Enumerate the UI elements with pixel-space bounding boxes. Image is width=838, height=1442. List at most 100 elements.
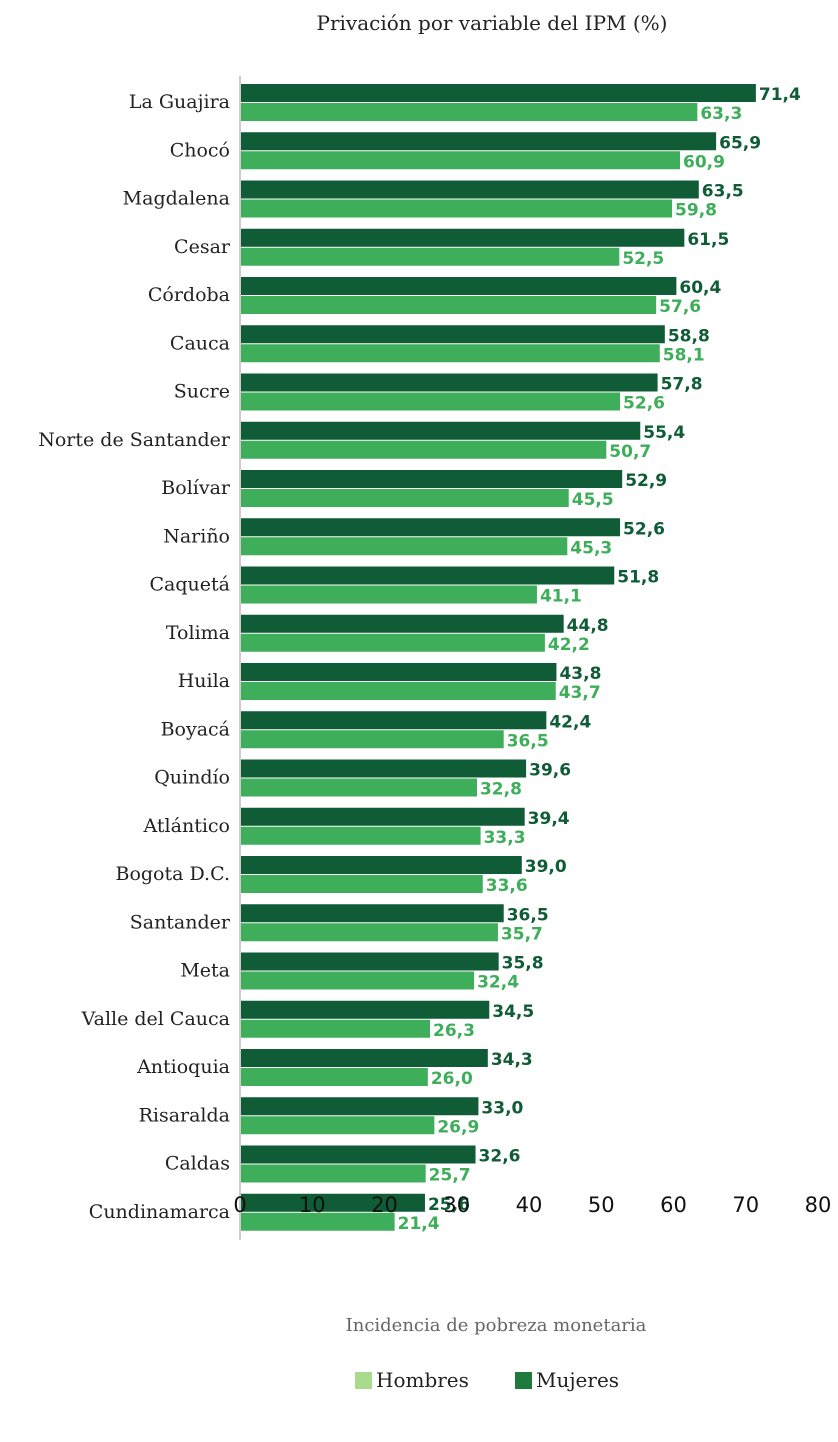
bar-hombres — [240, 826, 481, 845]
value-labels-group: 71,4 63,3 65,960,9 63,559,8 61,5 52,5 60,457,6… — [396, 84, 802, 1236]
bar-hombres — [240, 633, 545, 652]
value-label-hombres: 32,8 — [480, 780, 522, 800]
bar-hombres — [240, 103, 698, 121]
x-tick-label: 40 — [516, 1193, 543, 1217]
bar-hombres — [240, 971, 475, 990]
bar-hombres — [240, 682, 556, 700]
bar-hombres — [240, 247, 620, 266]
value-label-hombres: 33,3 — [484, 828, 526, 848]
bar-mujeres — [240, 277, 677, 295]
x-tick-label: 20 — [371, 1193, 398, 1217]
category-labels-group: La Guajira Chocó Magdalena Cesar Córdoba Cauc… — [38, 91, 231, 1223]
bar-mujeres — [240, 952, 499, 971]
legend-swatch-mujeres — [515, 1372, 532, 1389]
value-label-mujeres: 39,6 — [529, 761, 571, 781]
bar-hombres — [240, 1019, 431, 1038]
value-label-hombres: 52,6 — [623, 394, 665, 414]
x-tick-label: 70 — [732, 1193, 759, 1217]
category-label: Valle del Cauca — [81, 1008, 230, 1030]
bar-hombres — [240, 489, 569, 507]
value-label-mujeres: 33,0 — [481, 1098, 523, 1118]
category-label: Antioquia — [136, 1056, 230, 1078]
bar-mujeres — [240, 1000, 490, 1019]
bar-hombres — [240, 537, 568, 556]
x-tick-label: 80 — [805, 1193, 832, 1217]
value-label-hombres: 45,5 — [572, 490, 614, 510]
x-tick-label: 60 — [660, 1193, 687, 1217]
bar-mujeres — [240, 1097, 479, 1116]
bar-mujeres — [240, 228, 685, 247]
bar-mujeres — [240, 518, 621, 537]
bar-hombres — [240, 440, 607, 459]
value-label-hombres: 25,7 — [429, 1166, 471, 1186]
bar-hombres — [240, 344, 660, 363]
category-label: Caquetá — [150, 574, 230, 596]
value-label-mujeres: 43,8 — [559, 664, 601, 684]
bar-hombres — [240, 1212, 395, 1231]
value-label-mujeres: 65,9 — [719, 133, 761, 153]
bar-hombres — [240, 392, 621, 411]
value-label-mujeres: 60,4 — [679, 278, 721, 298]
value-label-mujeres: 55,4 — [643, 423, 685, 443]
value-label-mujeres: 32,6 — [479, 1147, 521, 1167]
bar-mujeres — [240, 325, 665, 344]
value-label-mujeres: 57,8 — [661, 375, 703, 395]
value-label-mujeres: 39,0 — [525, 857, 567, 877]
x-axis-label: Incidencia de pobreza monetaria — [346, 1315, 647, 1336]
value-label-mujeres: 35,8 — [502, 954, 544, 974]
chart-title: Privación por variable del IPM (%) — [317, 11, 668, 35]
value-label-mujeres: 34,5 — [492, 1002, 534, 1022]
category-label: Huila — [178, 670, 230, 692]
value-label-mujeres: 52,6 — [623, 519, 665, 539]
legend: Hombres Mujeres — [355, 1368, 619, 1392]
category-label: Quindío — [154, 767, 230, 789]
legend-swatch-hombres — [355, 1372, 372, 1389]
category-label: Norte de Santander — [38, 429, 231, 451]
value-label-hombres: 26,0 — [431, 1069, 473, 1089]
value-label-mujeres: 34,3 — [491, 1050, 533, 1070]
category-label: Meta — [180, 960, 230, 982]
value-label-hombres: 32,4 — [477, 973, 519, 993]
value-label-mujeres: 61,5 — [687, 230, 729, 250]
value-label-hombres: 36,5 — [507, 731, 549, 751]
bar-mujeres — [240, 373, 658, 392]
category-label: Magdalena — [123, 188, 230, 210]
category-label: Bogota D.C. — [115, 863, 230, 885]
value-label-hombres: 43,7 — [559, 683, 601, 703]
bar-mujeres — [240, 132, 717, 151]
value-label-hombres: 50,7 — [609, 442, 651, 462]
bar-hombres — [240, 1164, 426, 1183]
bar-mujeres — [240, 566, 615, 585]
category-label: Córdoba — [148, 284, 230, 306]
x-tick-label: 30 — [443, 1193, 470, 1217]
category-label: La Guajira — [129, 91, 230, 113]
value-label-hombres: 63,3 — [700, 104, 742, 124]
category-label: Atlántico — [143, 815, 230, 837]
category-label: Boyacá — [161, 718, 230, 740]
value-label-hombres: 59,8 — [675, 201, 717, 221]
bar-hombres — [240, 875, 483, 893]
value-label-hombres: 41,1 — [540, 587, 582, 607]
value-label-mujeres: 25,6 — [428, 1195, 470, 1215]
bar-mujeres — [240, 807, 525, 826]
bar-hombres — [240, 296, 657, 314]
bar-mujeres — [240, 470, 623, 488]
value-label-mujeres: 51,8 — [617, 568, 659, 588]
x-axis-ticks-group: 0 10 20 30 40 50 60 70 80 — [233, 1193, 831, 1217]
bar-mujeres — [240, 759, 527, 778]
bar-hombres — [240, 585, 537, 604]
x-tick-label: 10 — [299, 1193, 326, 1217]
value-label-mujeres: 63,5 — [702, 182, 744, 202]
value-label-mujeres: 39,4 — [528, 809, 570, 829]
value-label-hombres: 21,4 — [398, 1214, 440, 1234]
x-tick-label: 0 — [233, 1193, 246, 1217]
value-label-hombres: 42,2 — [548, 635, 590, 655]
bar-hombres — [240, 199, 673, 218]
value-label-mujeres: 58,8 — [668, 326, 710, 346]
value-label-hombres: 60,9 — [683, 152, 725, 172]
value-label-hombres: 58,1 — [663, 345, 705, 365]
bar-hombres — [240, 151, 681, 170]
value-label-mujeres: 71,4 — [759, 85, 801, 105]
